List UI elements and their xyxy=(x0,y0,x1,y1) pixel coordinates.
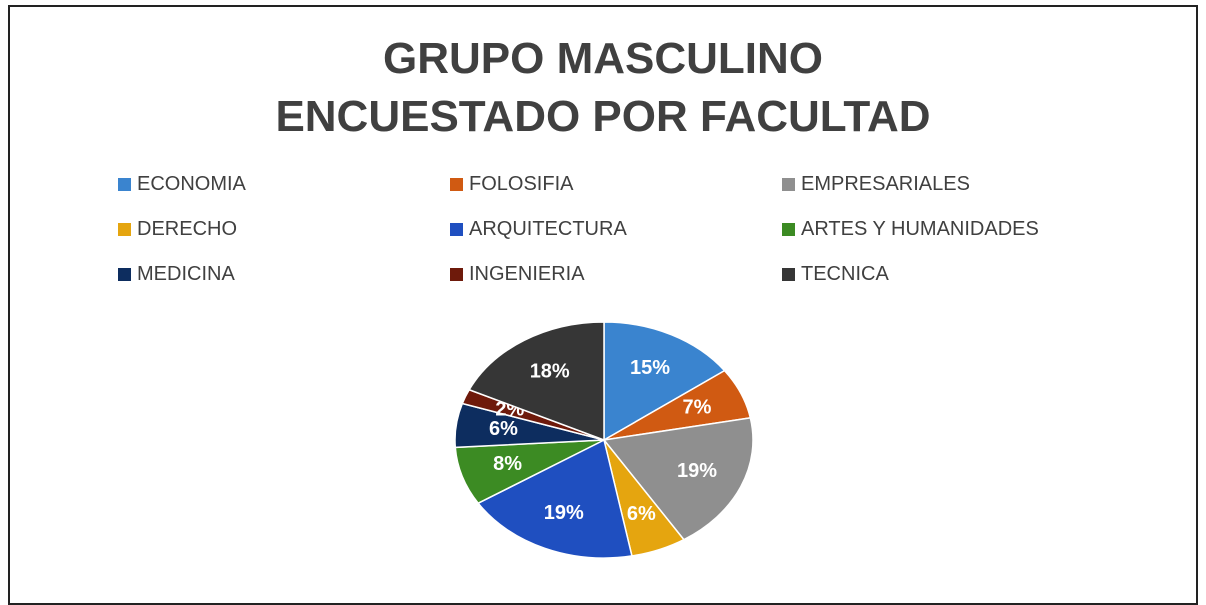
data-label: 6% xyxy=(627,503,656,525)
legend-label: FOLOSIFIA xyxy=(469,172,574,195)
legend-entry: EMPRESARIALES xyxy=(782,172,1178,196)
legend-swatch xyxy=(450,177,463,191)
legend-label: MEDICINA xyxy=(137,262,235,285)
data-label: 6% xyxy=(489,418,518,440)
legend-label: TECNICA xyxy=(801,262,889,285)
legend-entry: ARQUITECTURA xyxy=(450,217,782,241)
chart: 15%7%19%6%19%8%6%2%18% xyxy=(454,321,754,559)
pie-slice xyxy=(468,321,605,442)
legend-swatch xyxy=(450,267,463,281)
legend-swatch xyxy=(782,222,795,236)
legend-entry: DERECHO xyxy=(118,217,450,241)
legend-label: ARTES Y HUMANIDADES xyxy=(801,217,1039,240)
legend-swatch xyxy=(450,222,463,236)
pie-slice xyxy=(603,321,726,442)
legend-swatch xyxy=(782,267,795,281)
data-label: 19% xyxy=(544,502,584,524)
legend-label: INGENIERIA xyxy=(469,262,585,285)
legend-swatch xyxy=(782,177,795,191)
data-label: 18% xyxy=(530,361,570,383)
page: GRUPO MASCULINO ENCUESTADO POR FACULTAD … xyxy=(8,5,1198,605)
legend-label: ARQUITECTURA xyxy=(469,217,627,240)
data-label: 19% xyxy=(677,460,717,482)
legend-entry: FOLOSIFIA xyxy=(450,172,782,196)
legend-entry: INGENIERIA xyxy=(450,262,782,286)
legend-swatch xyxy=(118,222,131,236)
legend-label: ECONOMIA xyxy=(137,172,246,195)
legend-swatch xyxy=(118,177,131,191)
legend-label: DERECHO xyxy=(137,217,238,240)
legend-label: EMPRESARIALES xyxy=(801,172,970,195)
data-label: 7% xyxy=(683,396,712,418)
pie-slice xyxy=(602,417,754,541)
legend: ECONOMIA FOLOSIFIA EMPRESARIALES DERECHO ARQ… xyxy=(118,172,1178,286)
data-label: 8% xyxy=(493,453,522,475)
data-label: 15% xyxy=(630,357,670,379)
legend-entry: TECNICA xyxy=(782,262,1178,286)
pie-slice xyxy=(477,438,633,559)
legend-entry: ECONOMIA xyxy=(118,172,450,196)
legend-entry: MEDICINA xyxy=(118,262,450,286)
chart-title: GRUPO MASCULINO ENCUESTADO POR FACULTAD xyxy=(275,34,931,141)
legend-entry: ARTES Y HUMANIDADES xyxy=(782,217,1178,241)
legend-swatch xyxy=(118,267,131,281)
